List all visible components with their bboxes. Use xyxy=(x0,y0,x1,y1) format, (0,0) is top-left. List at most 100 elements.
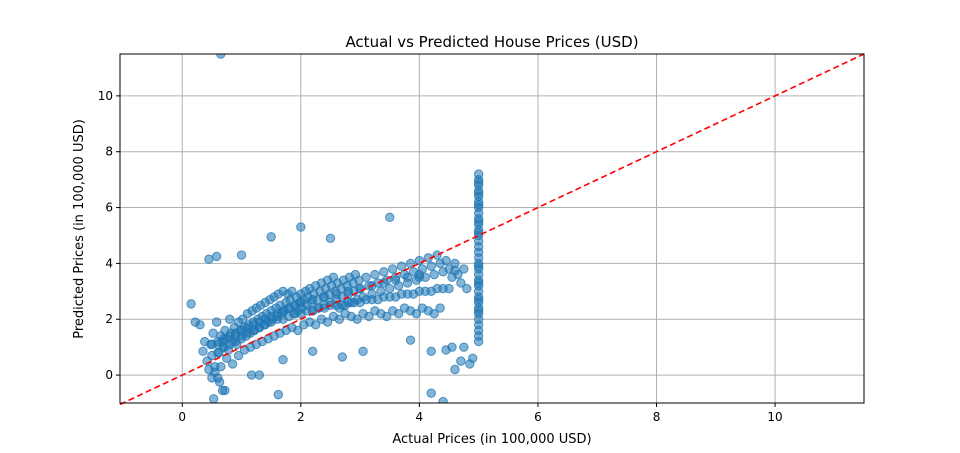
x-tick-label: 0 xyxy=(178,410,186,424)
data-point xyxy=(426,261,436,271)
data-point xyxy=(370,269,380,280)
data-point xyxy=(456,356,466,366)
data-point xyxy=(224,314,235,324)
plot-frame xyxy=(119,53,865,404)
data-point xyxy=(405,258,416,269)
data-point xyxy=(364,311,374,322)
reference-line-group xyxy=(119,53,865,406)
data-point xyxy=(473,188,484,199)
data-point xyxy=(296,297,306,308)
data-point xyxy=(468,353,478,364)
data-point xyxy=(246,370,257,380)
data-point xyxy=(293,325,303,336)
data-point xyxy=(473,294,484,305)
data-point xyxy=(355,283,365,294)
data-point xyxy=(307,346,318,357)
data-point xyxy=(435,303,445,313)
data-point xyxy=(473,177,484,188)
data-point xyxy=(266,232,276,242)
y-axis-label: Predicted Prices (in 100,000 USD) xyxy=(72,119,87,339)
grid-lines xyxy=(120,54,864,403)
x-tick-label: 4 xyxy=(416,410,424,424)
data-point xyxy=(432,250,442,260)
y-tick-label: 8 xyxy=(105,145,113,159)
data-point xyxy=(414,255,425,266)
data-point xyxy=(310,320,321,330)
data-point xyxy=(236,250,247,260)
data-point xyxy=(195,320,205,330)
x-tick-label: 2 xyxy=(297,410,305,424)
data-point xyxy=(473,227,484,238)
data-point xyxy=(325,233,336,243)
x-axis-label: Actual Prices (in 100,000 USD) xyxy=(392,432,591,447)
data-point xyxy=(208,394,219,403)
data-point xyxy=(473,216,484,227)
data-point xyxy=(379,267,389,277)
data-point xyxy=(473,200,484,210)
data-point xyxy=(473,261,484,271)
data-point xyxy=(208,328,218,338)
reference-line xyxy=(119,53,865,406)
data-point xyxy=(379,278,389,288)
x-axis-ticks: 0 2 4 6 8 10 xyxy=(178,403,783,424)
data-point xyxy=(456,278,466,288)
y-tick-label: 6 xyxy=(105,201,113,215)
data-point xyxy=(322,317,333,327)
y-tick-label: 4 xyxy=(105,256,113,270)
data-point xyxy=(319,292,330,302)
data-point xyxy=(385,212,395,223)
data-point xyxy=(429,269,439,280)
data-point xyxy=(447,342,457,352)
data-point xyxy=(426,346,436,357)
data-point xyxy=(441,255,451,266)
data-point xyxy=(331,289,342,299)
data-point xyxy=(213,373,223,383)
data-point xyxy=(216,362,226,372)
data-point xyxy=(450,265,460,276)
data-point xyxy=(358,346,368,357)
data-point xyxy=(186,299,196,309)
data-points xyxy=(186,54,484,403)
data-point xyxy=(429,308,439,319)
y-axis-ticks: 0 2 4 6 8 10 xyxy=(98,89,120,382)
data-point xyxy=(278,355,288,365)
x-tick-label: 8 xyxy=(653,410,661,424)
y-tick-label: 2 xyxy=(105,312,113,326)
data-point xyxy=(361,272,371,283)
data-point xyxy=(337,352,348,362)
data-point xyxy=(307,294,318,305)
data-point xyxy=(459,342,469,352)
data-point xyxy=(450,364,460,375)
data-point xyxy=(254,370,265,380)
data-point xyxy=(211,317,222,327)
y-tick-label: 10 xyxy=(98,89,113,103)
data-point xyxy=(459,264,469,274)
data-point xyxy=(393,308,404,319)
data-point xyxy=(227,359,238,369)
data-point xyxy=(204,254,214,264)
data-point xyxy=(473,169,484,179)
data-point xyxy=(343,286,353,297)
data-point xyxy=(438,396,448,403)
data-point xyxy=(217,385,228,396)
data-point xyxy=(411,308,422,319)
x-tick-label: 10 xyxy=(767,410,782,424)
data-point xyxy=(473,306,484,316)
data-point xyxy=(213,348,223,358)
data-point xyxy=(390,275,401,285)
data-point xyxy=(444,283,454,294)
data-point xyxy=(396,261,407,271)
x-tick-label: 6 xyxy=(534,410,542,424)
data-point xyxy=(296,222,306,232)
data-point xyxy=(352,314,362,324)
chart-title: Actual vs Predicted House Prices (USD) xyxy=(345,33,638,51)
data-point xyxy=(216,54,226,59)
data-point xyxy=(334,314,345,324)
data-point xyxy=(414,272,425,283)
data-point xyxy=(233,350,244,361)
data-point xyxy=(473,278,484,288)
data-point xyxy=(382,311,392,322)
data-point xyxy=(388,264,398,274)
data-point xyxy=(426,388,436,398)
